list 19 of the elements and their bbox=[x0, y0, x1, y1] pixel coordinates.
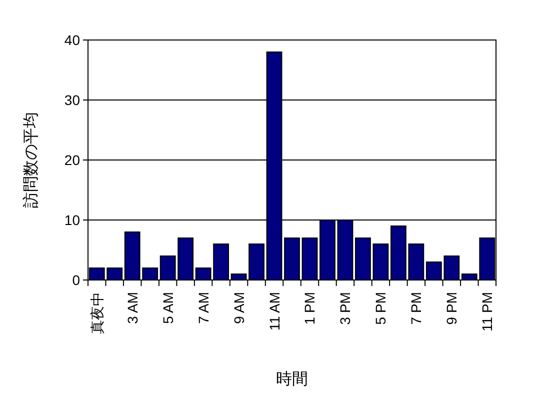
y-tick-label: 10 bbox=[64, 212, 80, 228]
x-tick-label: 7 AM bbox=[195, 292, 212, 324]
x-axis-title: 時間 bbox=[276, 370, 308, 388]
x-tick-label: 7 PM bbox=[408, 292, 424, 325]
x-tick-label: 5 PM bbox=[372, 292, 389, 325]
y-axis-title: 訪問数の平均 bbox=[22, 112, 40, 208]
y-tick-label: 30 bbox=[64, 92, 80, 108]
y-tick-label: 20 bbox=[64, 152, 80, 168]
x-tick-label: 11 PM bbox=[479, 292, 496, 332]
x-tick-label: 11 AM bbox=[266, 292, 282, 331]
x-tick-label: 1 PM bbox=[302, 292, 318, 325]
x-tick-label: 9 AM bbox=[230, 292, 247, 324]
x-tick-label: 真夜中 bbox=[88, 292, 105, 334]
x-tick-label: 3 AM bbox=[124, 292, 140, 324]
x-tick-label: 3 PM bbox=[337, 292, 354, 325]
y-tick-label: 40 bbox=[64, 32, 80, 48]
y-tick-label: 0 bbox=[72, 272, 80, 288]
x-tick-label: 9 PM bbox=[444, 292, 460, 325]
x-tick-label: 5 AM bbox=[160, 292, 176, 324]
